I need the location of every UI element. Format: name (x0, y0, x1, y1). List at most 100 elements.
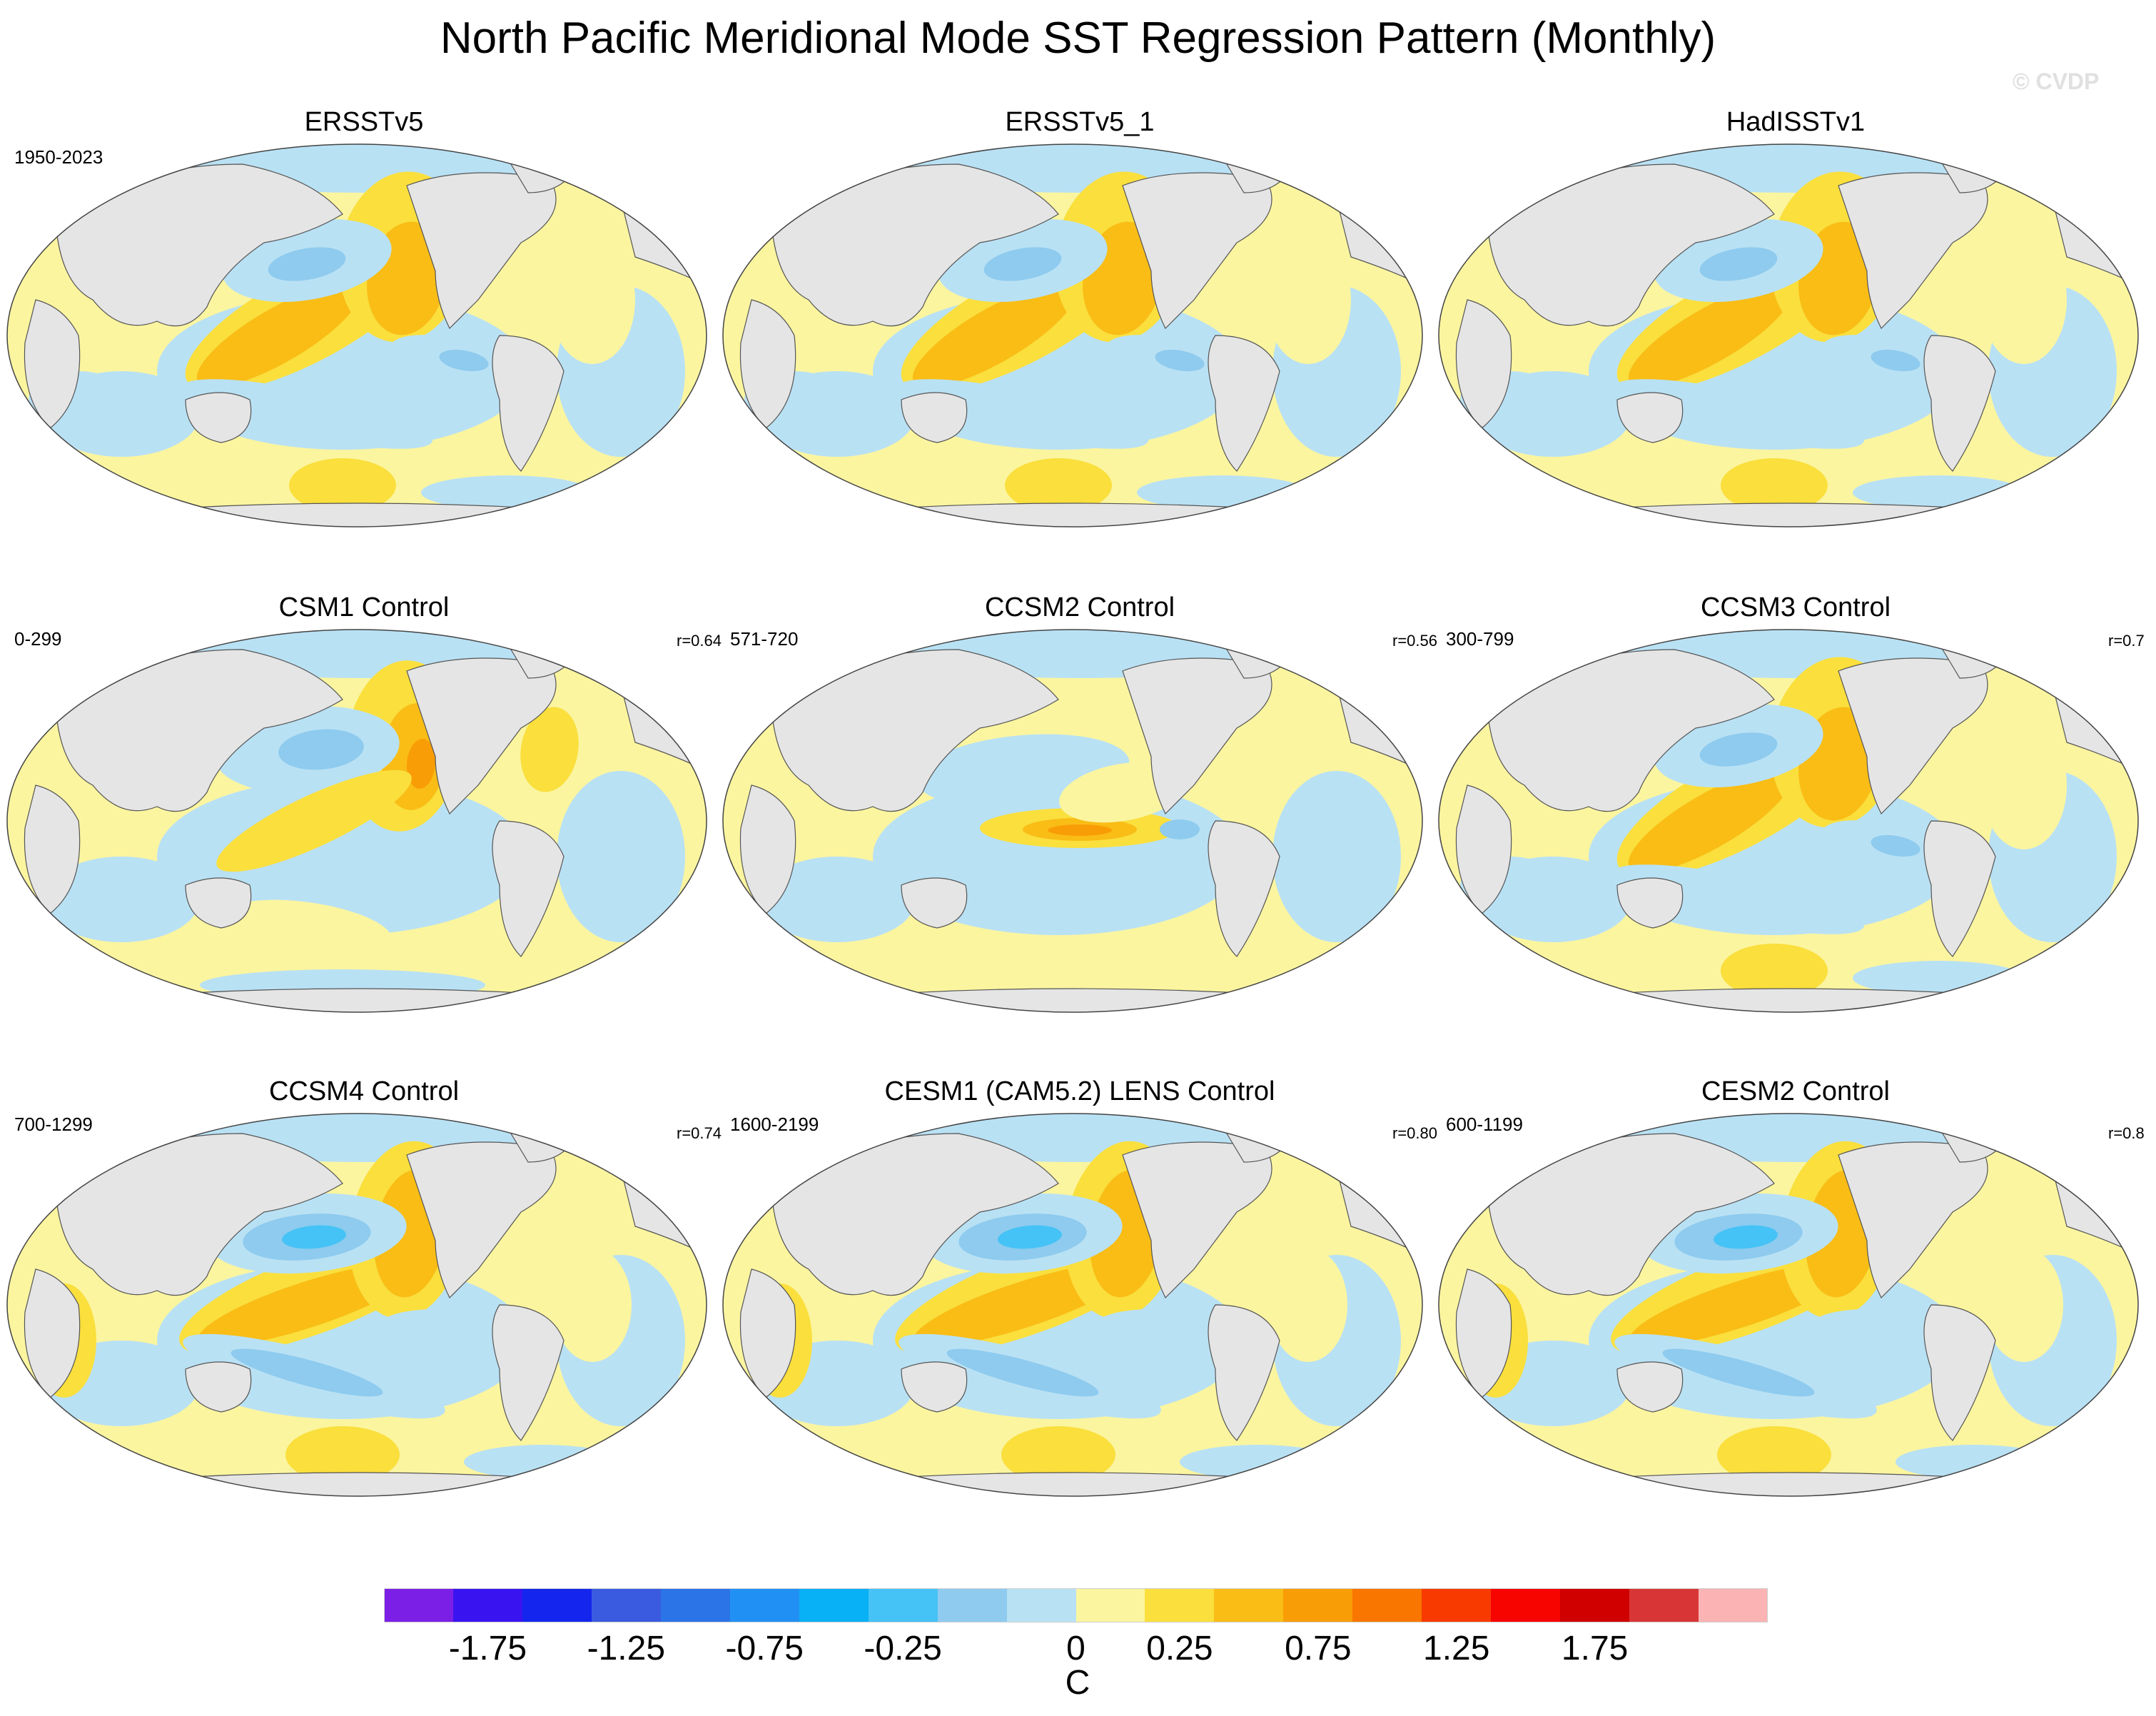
south-pacific-warm (1721, 944, 1828, 998)
land-africa (1455, 1268, 1512, 1398)
panel-years: 571-720 (730, 628, 799, 650)
panel-correlation: r=0.74 (677, 1124, 722, 1142)
panel-correlation: r=0.8 (2108, 1124, 2145, 1142)
kuroshio-cool-core (1699, 732, 1778, 767)
south-pacific-warm (1721, 458, 1828, 513)
equatorial-cool-core (1155, 349, 1205, 372)
land-australia (1616, 1361, 1684, 1413)
land-australia (185, 392, 252, 443)
globe-outline (1438, 143, 2139, 528)
map-panel: CCSM2 Control 571-720 r=0.56 (722, 485, 1437, 1013)
north-atlantic-warm (1981, 236, 2067, 364)
sst-field (7, 144, 707, 527)
land-australia (1616, 877, 1684, 929)
globe-outline (722, 143, 1423, 528)
northeast-pacific-orange (406, 739, 436, 789)
land-antarctica (1524, 1472, 2053, 1496)
land-africa (739, 1268, 796, 1398)
colorbar-box (384, 1588, 454, 1622)
kuroshio-cool-core (1699, 247, 1778, 281)
land-africa (739, 784, 796, 914)
colorbar-tick-label: 1.25 (1423, 1630, 1490, 1667)
globe-outline (722, 1113, 1423, 1497)
subtropical-warm-core (196, 283, 360, 388)
panel-correlation: r=0.64 (677, 632, 722, 650)
colorbar-box (729, 1588, 800, 1622)
sst-field (7, 1114, 707, 1496)
equatorial-cool (378, 1309, 492, 1343)
south-pacific-cool-band (1612, 379, 1865, 449)
colorbar-box (937, 1588, 1008, 1622)
kuroshio-cool-core (1714, 1225, 1778, 1249)
land-south-america (1923, 820, 1996, 957)
colorbar-tick-label: -0.25 (864, 1630, 942, 1667)
equatorial-cool-core (439, 349, 489, 372)
north-atlantic-warm (520, 707, 579, 792)
south-pacific-warm (285, 1426, 400, 1483)
south-pacific-warm (1001, 1426, 1115, 1483)
panel-years: 600-1199 (1446, 1114, 1523, 1135)
sst-field (723, 1114, 1422, 1496)
colorbar-tick-label: 0.25 (1146, 1630, 1213, 1667)
panel-years: 1950-2023 (14, 146, 103, 168)
land-africa (1455, 784, 1512, 914)
globe-outline (6, 1113, 707, 1497)
land-antarctica (92, 1472, 622, 1496)
land-south-america (1208, 335, 1280, 472)
sst-field (723, 144, 1422, 527)
colorbar-tick-label: -1.25 (587, 1630, 666, 1667)
map-svg (722, 143, 1423, 528)
colorbar-box (799, 1588, 869, 1622)
land-eurasia (772, 649, 1059, 812)
globe-outline (6, 629, 707, 1013)
land-africa (24, 299, 81, 429)
panel-years: 700-1299 (14, 1114, 93, 1135)
map-svg (1438, 143, 2139, 528)
land-south-america (1208, 1304, 1280, 1441)
equatorial-cool (1810, 1309, 1924, 1343)
colorbar-tick-label: 0 (1066, 1630, 1085, 1667)
colorbar-box (591, 1588, 662, 1622)
land-australia (901, 392, 968, 443)
colorbar-box (1699, 1588, 1768, 1622)
southern-ocean-cool (1896, 1445, 2053, 1479)
south-pacific-warm (222, 899, 392, 957)
globe-outline (722, 629, 1423, 1013)
kuroshio-cool-core (282, 1225, 346, 1249)
colorbar-tick-label: 1.75 (1561, 1630, 1629, 1667)
panel-years: 300-799 (1446, 628, 1514, 650)
atlantic-warm (1269, 1248, 1347, 1362)
land-eurasia (56, 1133, 343, 1296)
colorbar-box (1422, 1588, 1492, 1622)
land-eurasia (772, 1133, 1059, 1296)
colorbar-box (1076, 1588, 1145, 1622)
land-south-america (492, 820, 565, 957)
land-eurasia (56, 649, 343, 812)
east-pacific-cool (1160, 819, 1200, 839)
colorbar-box (522, 1588, 592, 1622)
panel-correlation: r=0.56 (1392, 632, 1437, 650)
colorbar-tick-label: 0.75 (1285, 1630, 1352, 1667)
colorbar-unit-label: C (1065, 1664, 1090, 1702)
southern-ocean-cool (1180, 1445, 1337, 1479)
colorbar-box (1352, 1588, 1422, 1622)
atlantic-warm (1985, 1248, 2063, 1362)
subtropical-warm-band (216, 769, 412, 872)
panel-title: ERSSTv5_1 (1005, 107, 1155, 137)
north-atlantic-warm (1981, 721, 2067, 849)
map-svg (1438, 1113, 2139, 1497)
equatorial-orange-core (1048, 824, 1112, 836)
land-africa (1455, 299, 1512, 429)
panel-title: CCSM2 Control (984, 592, 1175, 622)
equatorial-cool-core (1871, 834, 1920, 857)
broad-cool-atlantic (1272, 771, 1401, 942)
south-pacific-cool (916, 869, 1173, 930)
colorbar-box (452, 1588, 523, 1622)
figure-title: North Pacific Meridional Mode SST Regres… (440, 14, 1716, 63)
panel-title: CCSM4 Control (268, 1076, 460, 1106)
land-eurasia (1488, 1133, 1775, 1296)
land-eurasia (1488, 649, 1775, 812)
panel-years: 1600-2199 (730, 1114, 819, 1135)
south-pacific-cool-core (946, 1348, 1099, 1397)
